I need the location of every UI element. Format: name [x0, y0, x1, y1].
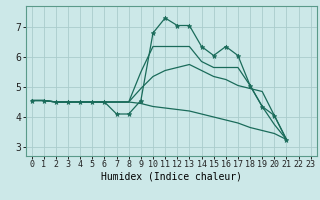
- X-axis label: Humidex (Indice chaleur): Humidex (Indice chaleur): [101, 172, 242, 182]
